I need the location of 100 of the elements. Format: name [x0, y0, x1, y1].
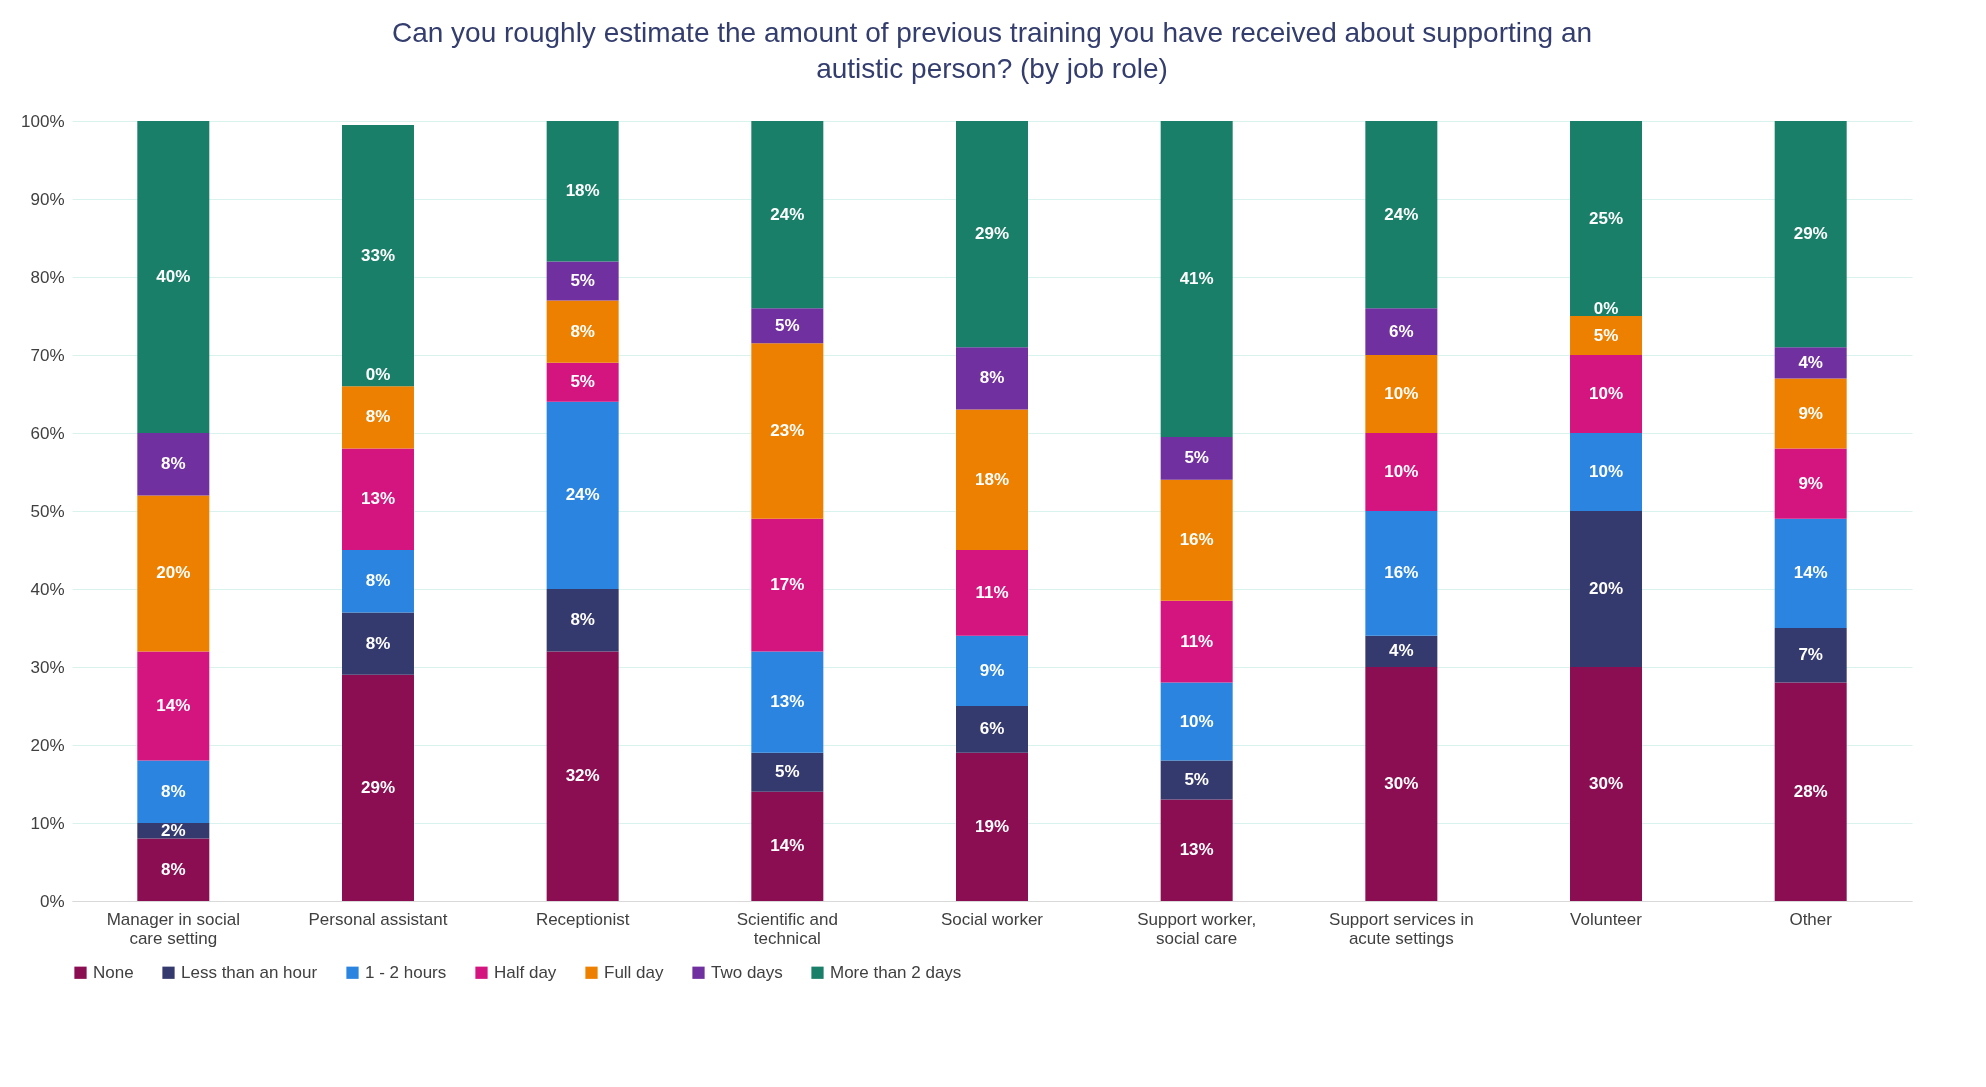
- legend-label: None: [93, 962, 134, 982]
- bar: [1160, 436, 1233, 480]
- x-tick-label: Social worker: [940, 909, 1044, 929]
- bar: [751, 752, 824, 792]
- bar: [1365, 355, 1438, 433]
- bar: [956, 409, 1028, 550]
- x-tick-label: Volunteer: [1570, 909, 1643, 929]
- data-label: 5%: [1184, 770, 1209, 790]
- data-label: 5%: [570, 270, 595, 290]
- annotation: 0%: [365, 365, 391, 385]
- bar: [1570, 667, 1643, 901]
- data-label: 7%: [1798, 645, 1823, 665]
- data-label: 14%: [1793, 563, 1828, 583]
- data-label: 8%: [161, 859, 186, 879]
- data-label: 29%: [360, 777, 395, 797]
- bar: [341, 612, 414, 675]
- y-tick-label: 60%: [30, 423, 65, 443]
- data-label: 29%: [1793, 224, 1828, 244]
- bar: [546, 401, 619, 589]
- data-label: 9%: [1798, 473, 1823, 493]
- y-tick-label: 90%: [30, 189, 65, 209]
- bar: [546, 121, 619, 262]
- data-label: 20%: [1589, 579, 1624, 598]
- data-label: 30%: [1589, 774, 1624, 793]
- data-label: 5%: [570, 372, 595, 392]
- data-label: 25%: [1589, 208, 1624, 228]
- bar: [751, 343, 824, 519]
- x-tick-label: Manager in social care setting: [106, 909, 240, 948]
- data-label: 24%: [770, 204, 805, 224]
- bar: [341, 386, 414, 449]
- bar: [1160, 479, 1233, 601]
- bar: [137, 433, 210, 496]
- data-label: 5%: [1184, 448, 1209, 468]
- bar: [1160, 600, 1233, 683]
- bar: [137, 760, 210, 823]
- y-tick-label: 40%: [30, 579, 65, 599]
- data-label: 19%: [974, 816, 1010, 836]
- bar: [956, 752, 1028, 901]
- bar: [1160, 682, 1233, 761]
- legend-label: Two days: [711, 962, 783, 982]
- data-label: 28%: [1793, 781, 1828, 801]
- y-tick-label: 30%: [30, 657, 65, 677]
- bar: [341, 674, 414, 901]
- data-label: 13%: [360, 489, 395, 509]
- data-label: 8%: [570, 610, 595, 630]
- data-label: 29%: [974, 224, 1010, 244]
- data-label: 4%: [1798, 352, 1823, 372]
- bar: [137, 495, 210, 652]
- data-label: 10%: [1179, 711, 1214, 731]
- bar: [341, 124, 414, 387]
- data-label: 5%: [775, 762, 800, 782]
- bar: [1365, 433, 1438, 511]
- bar: [1160, 121, 1233, 437]
- bar: [1570, 316, 1643, 355]
- data-label: 4%: [1389, 641, 1414, 661]
- x-tick-label: Personal assistant: [308, 909, 448, 929]
- data-label: 9%: [1798, 403, 1823, 423]
- data-label: 14%: [770, 836, 805, 856]
- legend-label: Half day: [494, 962, 557, 982]
- bar: [1570, 433, 1643, 511]
- bar: [546, 261, 619, 301]
- bar: [751, 518, 824, 652]
- chart-title: Can you roughly estimate the amount of previous training you have received about supporting an autistic person? (by job role): [391, 17, 1593, 84]
- data-label: 6%: [1389, 321, 1414, 341]
- data-label: 10%: [1589, 384, 1624, 403]
- bar: [956, 706, 1028, 753]
- y-tick-label: 100%: [21, 111, 65, 131]
- bar: [956, 347, 1028, 410]
- bar: [1160, 799, 1233, 901]
- data-label: 8%: [161, 454, 186, 474]
- bar: [751, 308, 824, 344]
- data-label: 5%: [775, 315, 800, 335]
- bar: [956, 550, 1028, 636]
- x-tick-label: Receptionist: [535, 909, 630, 929]
- bar: [1774, 448, 1847, 519]
- data-label: 8%: [365, 571, 391, 591]
- bar: [1365, 308, 1438, 355]
- bar: [751, 121, 824, 309]
- bar: [751, 791, 824, 901]
- data-label: 9%: [979, 660, 1005, 680]
- bar: [341, 550, 414, 613]
- data-label: 14%: [156, 696, 191, 715]
- data-label: 5%: [1593, 325, 1619, 345]
- data-label: 18%: [565, 181, 600, 201]
- data-label: 17%: [770, 575, 805, 595]
- legend-label: More than 2 days: [830, 962, 962, 982]
- x-tick-label: Support services in acute settings: [1329, 909, 1474, 948]
- data-label: 11%: [975, 582, 1009, 602]
- data-label: 33%: [360, 245, 395, 265]
- y-tick-label: 50%: [30, 501, 65, 521]
- data-label: 8%: [161, 781, 186, 801]
- x-tick-label: Scientific and technical: [736, 909, 838, 948]
- bar: [1365, 635, 1438, 667]
- bar: [546, 651, 619, 901]
- y-tick-label: 20%: [30, 735, 65, 755]
- bar: [1774, 347, 1847, 379]
- data-label: 18%: [974, 469, 1010, 489]
- bar: [137, 121, 210, 433]
- bar: [1365, 667, 1438, 901]
- data-label: 6%: [979, 719, 1005, 739]
